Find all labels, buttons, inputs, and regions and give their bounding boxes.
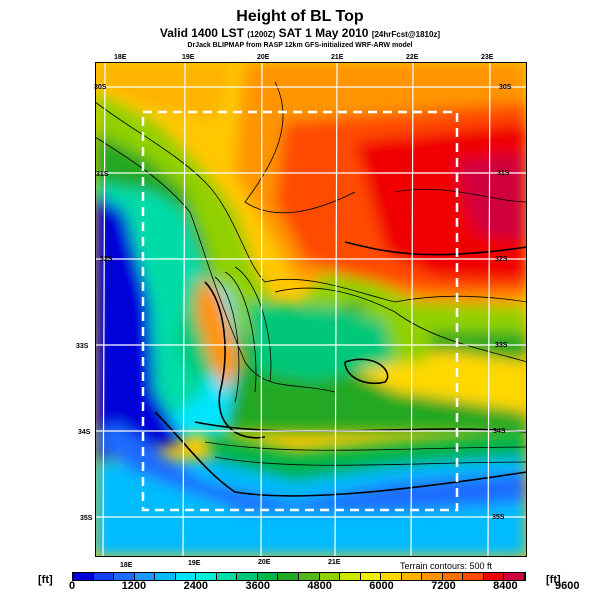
colorbar-label: 9600 — [555, 580, 580, 592]
colorbar-unit-right: [ft] — [546, 574, 561, 586]
lon-label: 18E — [120, 562, 133, 569]
lat-label: 33S — [76, 343, 89, 350]
lat-label: 30S — [499, 84, 512, 91]
lat-label: 35S — [492, 514, 505, 521]
colorbar-segment — [196, 573, 217, 580]
colorbar-segment — [278, 573, 300, 580]
colorbar-segment — [257, 573, 279, 580]
colorbar-segment — [504, 573, 526, 580]
lat-label: 32S — [100, 256, 113, 263]
colorbar-segment — [114, 573, 135, 580]
colorbar-segment — [93, 573, 115, 580]
forecast-label: [24hrFcst@1810z] — [371, 30, 441, 39]
lat-label: 34S — [493, 428, 506, 435]
valid-time: Valid 1400 LST (1200Z) SAT 1 May 2010 [2… — [0, 26, 600, 40]
colorbar-label: 0 — [68, 580, 76, 592]
lat-label: 34S — [78, 429, 91, 436]
utc-time: (1200Z) — [247, 30, 276, 39]
lat-label: 35S — [80, 515, 93, 522]
lon-label: 22E — [406, 54, 419, 61]
colorbar-label: 3600 — [245, 580, 270, 592]
colorbar-segment — [442, 573, 464, 580]
lon-label: 21E — [328, 559, 341, 566]
colorbar-label: 1200 — [121, 580, 147, 592]
lat-label: 31S — [497, 170, 510, 177]
colorbar-segment — [401, 573, 423, 580]
colorbar-segment — [299, 573, 320, 580]
date-label: SAT 1 May 2010 — [278, 26, 369, 40]
lon-label: 18E — [114, 54, 127, 61]
lat-label: 33S — [495, 342, 508, 349]
lat-label: 32S — [495, 256, 508, 263]
colorbar-segment — [360, 573, 382, 580]
lon-label: 20E — [258, 559, 271, 566]
bl-top-map — [95, 62, 527, 557]
colorbar — [72, 572, 526, 581]
lon-label: 19E — [188, 560, 201, 567]
lat-label: 30S — [94, 84, 107, 91]
inner-domain-box — [141, 110, 459, 512]
lat-lon-grid — [95, 62, 527, 557]
colorbar-segment — [381, 573, 402, 580]
valid-label: Valid 1400 LST — [159, 26, 244, 40]
colorbar-segment — [73, 573, 94, 580]
lon-label: 20E — [257, 54, 270, 61]
lon-label: 23E — [481, 54, 494, 61]
colorbar-segment — [155, 573, 176, 580]
colorbar-segment — [134, 573, 156, 580]
colorbar-unit-left: [ft] — [38, 574, 53, 586]
map-frame — [95, 62, 527, 557]
colorbar-label: 8400 — [493, 580, 518, 592]
colorbar-segment — [216, 573, 238, 580]
colorbar-segment — [237, 573, 258, 580]
color-field — [95, 62, 527, 557]
map-title: Height of BL Top — [236, 8, 364, 25]
terrain-contour-note: Terrain contours: 500 ft — [400, 561, 493, 571]
colorbar-segment — [483, 573, 505, 580]
colorbar-segment — [319, 573, 341, 580]
colorbar-label: 4800 — [307, 580, 332, 592]
credit-line: DrJack BLIPMAP from RASP 12km GFS-initia… — [187, 42, 413, 49]
lon-label: 21E — [331, 54, 344, 61]
colorbar-label: 6000 — [369, 580, 394, 592]
colorbar-segment — [340, 573, 361, 580]
lat-label: 31S — [96, 171, 109, 178]
lon-label: 19E — [182, 54, 195, 61]
colorbar-segment — [422, 573, 443, 580]
colorbar-segment — [463, 573, 484, 580]
colorbar-segment — [175, 573, 197, 580]
colorbar-label: 2400 — [183, 580, 209, 592]
colorbar-label: 7200 — [431, 580, 456, 592]
